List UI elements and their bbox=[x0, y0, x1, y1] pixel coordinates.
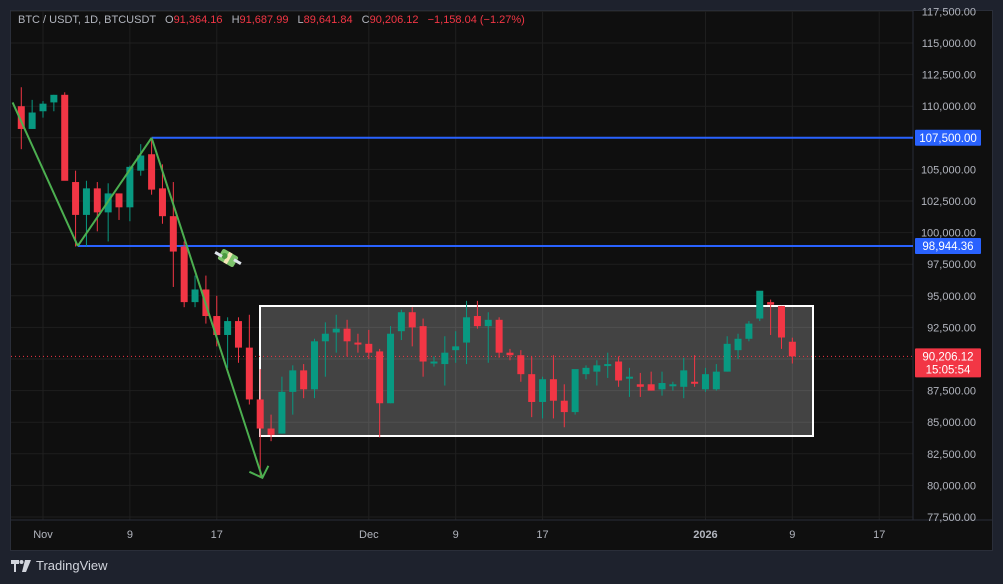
price-axis[interactable]: 117,500.00 115,000.00 112,500.00 110,000.00… bbox=[915, 6, 981, 524]
svg-text:100,000.00: 100,000.00 bbox=[921, 228, 976, 240]
svg-text:17: 17 bbox=[211, 529, 223, 541]
high-value: 91,687.99 bbox=[239, 14, 289, 26]
svg-text:90,206.12: 90,206.12 bbox=[922, 351, 973, 363]
trendlines[interactable] bbox=[11, 101, 270, 480]
svg-text:9: 9 bbox=[789, 529, 795, 541]
svg-text:98,944.36: 98,944.36 bbox=[922, 241, 973, 253]
svg-text:15:05:54: 15:05:54 bbox=[926, 364, 971, 376]
symbol-legend: BTC / USDT, 1D, BTCUSDT O91,364.16 H91,6… bbox=[18, 14, 525, 26]
symbol-title[interactable]: BTC / USDT, 1D, BTCUSDT bbox=[18, 14, 156, 26]
svg-text:95,000.00: 95,000.00 bbox=[927, 291, 976, 303]
brand-name: TradingView bbox=[36, 558, 108, 573]
time-axis[interactable]: Nov 9 17 Dec 9 17 2026 9 17 bbox=[33, 529, 885, 541]
tradingview-branding[interactable]: TradingView bbox=[11, 558, 108, 573]
svg-text:9: 9 bbox=[453, 529, 459, 541]
svg-text:92,500.00: 92,500.00 bbox=[927, 322, 976, 334]
money-emoji-icon bbox=[214, 249, 242, 267]
range-box[interactable] bbox=[259, 305, 814, 437]
svg-text:102,500.00: 102,500.00 bbox=[921, 196, 976, 208]
horizontal-levels[interactable] bbox=[11, 136, 913, 357]
svg-text:110,000.00: 110,000.00 bbox=[922, 101, 976, 113]
svg-text:Dec: Dec bbox=[359, 529, 379, 541]
svg-text:97,500.00: 97,500.00 bbox=[927, 259, 976, 271]
svg-text:82,500.00: 82,500.00 bbox=[927, 449, 976, 461]
svg-text:85,000.00: 85,000.00 bbox=[927, 417, 976, 429]
svg-text:87,500.00: 87,500.00 bbox=[927, 386, 976, 398]
close-value: 90,206.12 bbox=[369, 14, 419, 26]
svg-text:2026: 2026 bbox=[693, 529, 717, 541]
svg-text:17: 17 bbox=[873, 529, 885, 541]
grid-lines bbox=[11, 10, 992, 521]
svg-text:112,500.00: 112,500.00 bbox=[922, 70, 976, 82]
svg-text:105,000.00: 105,000.00 bbox=[921, 164, 976, 176]
chart-frame bbox=[10, 10, 993, 551]
open-value: 91,364.16 bbox=[173, 14, 223, 26]
svg-text:17: 17 bbox=[536, 529, 548, 541]
low-value: 89,641.84 bbox=[303, 14, 353, 26]
tradingview-logo-icon bbox=[11, 559, 31, 572]
svg-text:117,500.00: 117,500.00 bbox=[922, 6, 976, 18]
svg-text:Nov: Nov bbox=[33, 529, 53, 541]
svg-text:80,000.00: 80,000.00 bbox=[927, 480, 976, 492]
change-value: −1,158.04 (−1.27%) bbox=[427, 14, 525, 26]
svg-text:9: 9 bbox=[127, 529, 133, 541]
svg-text:115,000.00: 115,000.00 bbox=[922, 38, 976, 50]
svg-text:77,500.00: 77,500.00 bbox=[927, 512, 976, 524]
svg-text:107,500.00: 107,500.00 bbox=[919, 133, 977, 145]
